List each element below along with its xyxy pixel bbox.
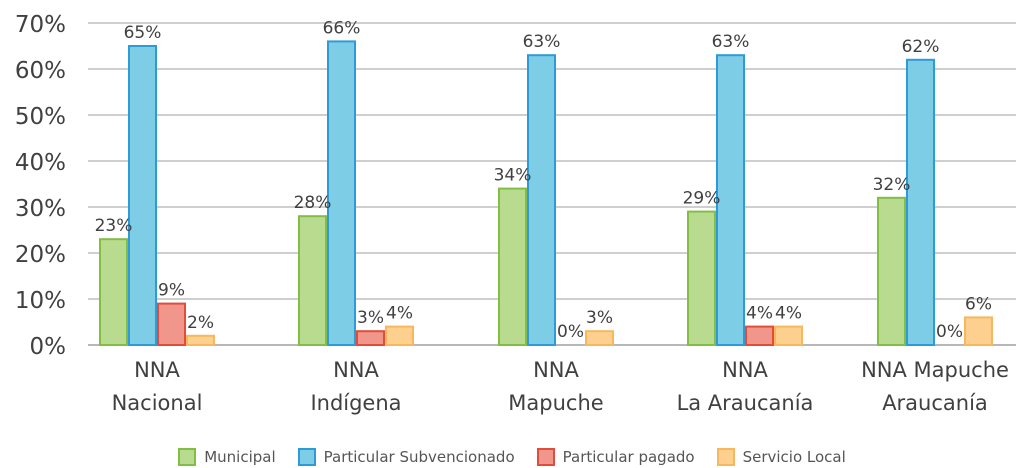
bar	[964, 316, 993, 346]
x-tick-label: NNA	[333, 358, 379, 382]
bars	[99, 40, 993, 347]
bar	[498, 187, 527, 346]
data-label: 32%	[873, 175, 911, 195]
legend-swatch	[297, 448, 316, 466]
bar	[877, 196, 906, 346]
bar	[716, 54, 745, 346]
bar	[327, 40, 356, 347]
legend-label: Municipal	[204, 448, 276, 466]
data-labels: 23%28%34%29%32%65% 66%63% 63% 62%9%3%0%4%0%…	[95, 18, 992, 342]
data-label: 62%	[902, 37, 940, 57]
data-label: 0%	[936, 322, 963, 342]
data-label: 34%	[494, 166, 532, 186]
y-tick-label: 60%	[15, 58, 66, 84]
legend-swatch	[178, 448, 197, 466]
data-label: 28%	[294, 193, 332, 213]
data-label: 4%	[775, 304, 802, 324]
bar	[186, 334, 215, 346]
legend-swatch	[536, 448, 555, 466]
x-tick-label: La Araucanía	[677, 391, 814, 415]
bar	[906, 58, 935, 347]
bar	[385, 325, 414, 347]
y-axis: 0% 10% 20% 30% 40% 50% 60% 70%	[15, 12, 66, 360]
y-tick-label: 70%	[15, 12, 66, 38]
y-tick-label: 0%	[30, 334, 67, 360]
y-tick-label: 20%	[15, 242, 66, 268]
legend-label: Particular pagado	[562, 448, 695, 466]
data-label: 3%	[586, 308, 613, 328]
x-tick-label: Araucanía	[882, 391, 988, 415]
bar	[774, 325, 803, 347]
x-tick-label: Mapuche	[508, 391, 603, 415]
bar	[585, 330, 614, 347]
data-label: 66%	[323, 18, 361, 38]
bar	[527, 54, 556, 346]
bar-chart: 0% 10% 20% 30% 40% 50% 60% 70% 23% 28% 34% 29% 32% 6…	[15, 12, 1016, 415]
legend-item: Particular Subvencionado	[297, 448, 515, 466]
legend-label: Servicio Local	[742, 448, 846, 466]
x-tick-label: NNA	[134, 358, 180, 382]
bar	[298, 215, 327, 346]
bar	[356, 330, 385, 347]
x-tick-label: NNA	[533, 358, 579, 382]
data-label: 0%	[557, 322, 584, 342]
data-label: 29%	[683, 189, 721, 209]
data-label: 6%	[965, 294, 992, 314]
bar	[745, 325, 774, 347]
data-label: 3%	[357, 308, 384, 328]
data-label: 63%	[712, 32, 750, 52]
x-tick-label: NNA	[722, 358, 768, 382]
y-tick-label: 10%	[15, 288, 66, 314]
data-label: 4%	[746, 304, 773, 324]
x-tick-label: Nacional	[112, 391, 203, 415]
data-label: 2%	[187, 313, 214, 333]
bar	[99, 238, 128, 346]
data-label: 23%	[95, 216, 133, 236]
y-tick-label: 50%	[15, 104, 66, 130]
bar	[687, 210, 716, 346]
legend-swatch	[716, 448, 735, 466]
data-label: 9%	[158, 281, 185, 301]
legend-label: Particular Subvencionado	[323, 448, 515, 466]
x-tick-label: Indígena	[310, 391, 401, 415]
legend-item: Servicio Local	[716, 448, 846, 466]
data-label: 63%	[523, 32, 561, 52]
legend-item: Particular pagado	[536, 448, 695, 466]
legend-item: Municipal	[178, 448, 276, 466]
x-axis: NNA Nacional NNA Indígena NNA Mapuche NNA La Ar…	[112, 358, 1009, 415]
data-label: 65%	[124, 23, 162, 43]
data-label: 4%	[386, 304, 413, 324]
y-tick-label: 40%	[15, 150, 66, 176]
bar	[157, 302, 186, 347]
bar	[128, 45, 157, 346]
legend: Municipal Particular Subvencionado Particu…	[0, 447, 1024, 467]
y-tick-label: 30%	[15, 196, 66, 222]
x-tick-label: NNA Mapuche	[861, 358, 1009, 382]
